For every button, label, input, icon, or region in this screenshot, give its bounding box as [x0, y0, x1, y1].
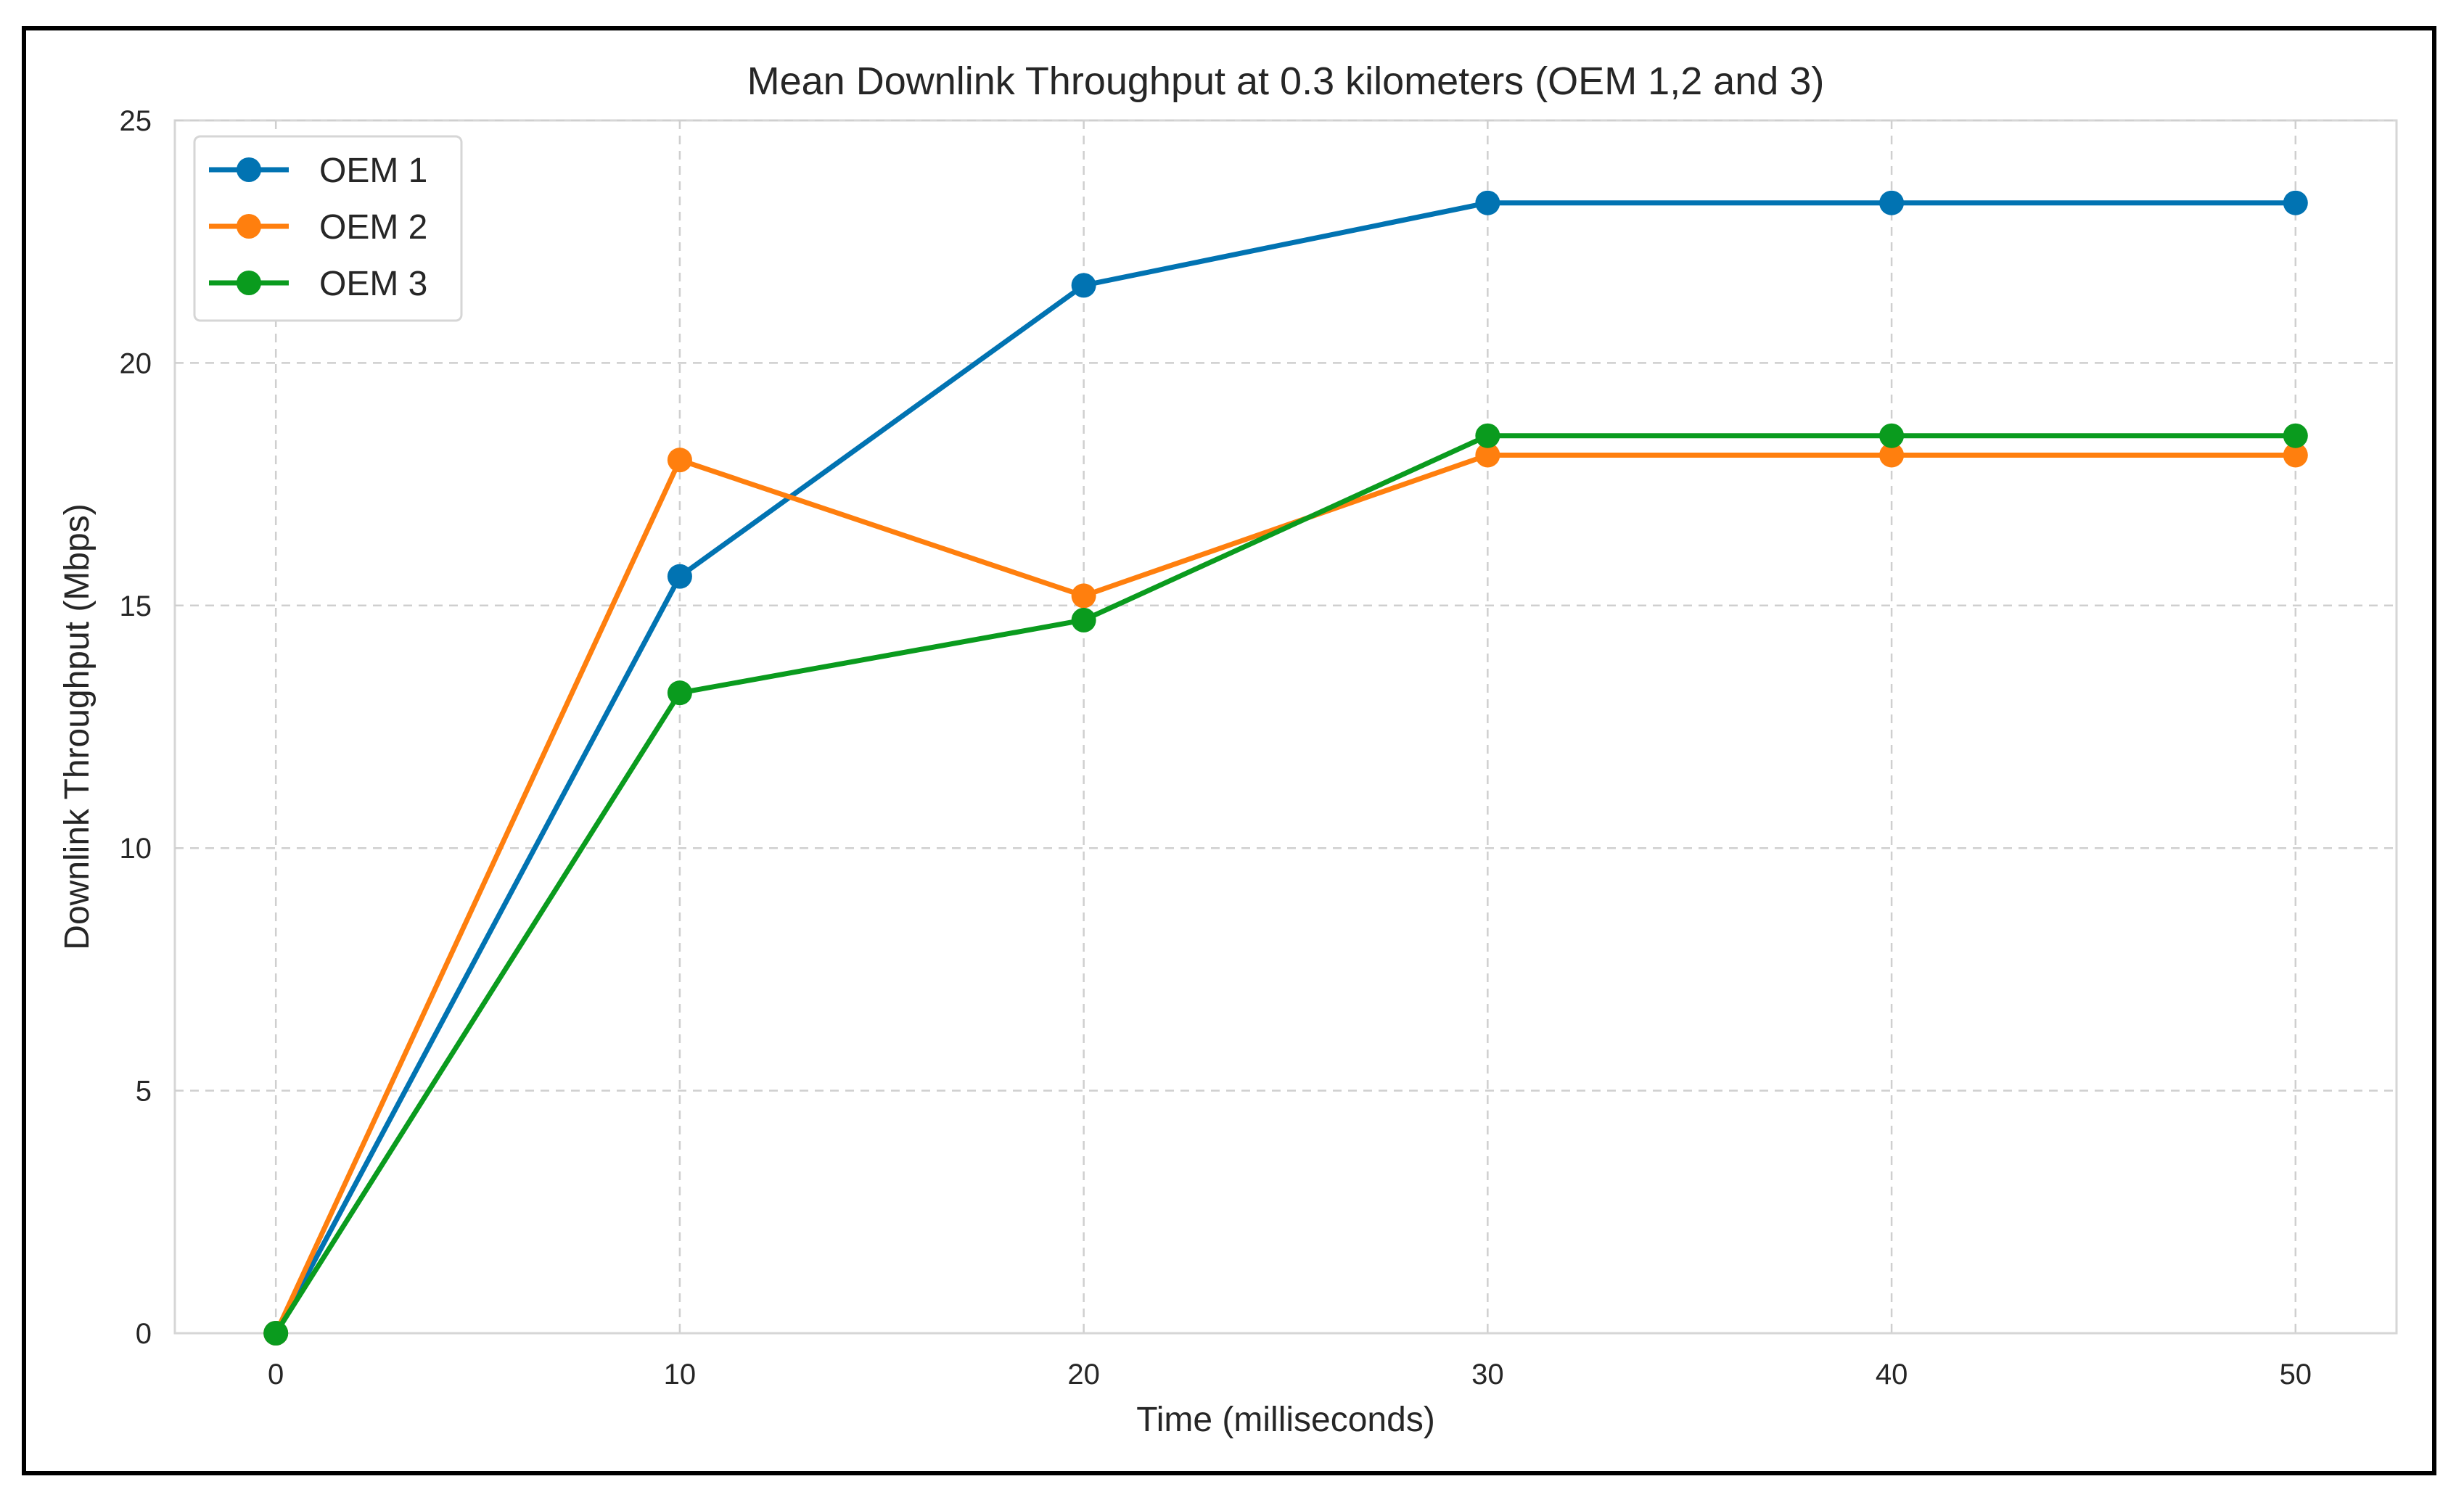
x-tick-label: 0	[268, 1359, 284, 1390]
x-tick-label: 50	[2280, 1359, 2312, 1390]
y-axis-title: Downlink Throughput (Mbps)	[58, 503, 96, 949]
legend-marker	[237, 214, 261, 239]
data-point	[1071, 273, 1096, 298]
data-point	[1475, 190, 1500, 215]
x-tick-label: 40	[1876, 1359, 1908, 1390]
x-axis-title: Time (milliseconds)	[1136, 1401, 1435, 1439]
legend-box	[193, 135, 463, 322]
data-point	[667, 680, 692, 706]
y-tick-label: 10	[120, 833, 152, 865]
tick-labels: 0 10 20 30 40 50 0 5 10 15 20 25	[120, 105, 2312, 1390]
data-point	[2283, 423, 2308, 448]
legend-label: OEM 3	[319, 265, 427, 303]
data-point	[1879, 423, 1905, 448]
data-point	[1879, 442, 1905, 468]
y-tick-label: 25	[120, 105, 152, 137]
data-point	[1475, 442, 1500, 468]
series-lines	[263, 190, 2308, 1346]
data-point	[1071, 583, 1096, 609]
data-point	[263, 1321, 289, 1346]
y-tick-label: 15	[120, 590, 152, 622]
legend: OEM 1 OEM 2 OEM 3	[193, 135, 463, 322]
y-tick-label: 20	[120, 347, 152, 379]
x-tick-label: 30	[1471, 1359, 1504, 1390]
plot-area	[173, 119, 2398, 1335]
grid-lines	[175, 119, 2397, 1333]
data-point	[667, 448, 692, 473]
legend-label: OEM 1	[319, 152, 427, 190]
series-line	[273, 433, 2299, 1336]
chart-title: Mean Downlink Throughput at 0.3 kilomete…	[747, 59, 1825, 103]
data-point	[2283, 442, 2308, 468]
series-line	[273, 200, 2299, 1336]
legend-marker	[237, 271, 261, 295]
y-tick-label: 5	[136, 1076, 152, 1108]
series-oem-3	[263, 423, 2308, 1346]
data-point	[2283, 190, 2308, 215]
data-point	[1879, 190, 1905, 215]
data-point	[667, 564, 692, 589]
data-point	[1071, 607, 1096, 633]
y-tick-label: 0	[136, 1318, 152, 1350]
legend-marker	[237, 157, 261, 182]
x-tick-label: 10	[664, 1359, 697, 1390]
legend-label: OEM 2	[319, 208, 427, 247]
data-point	[1475, 423, 1500, 448]
x-tick-label: 20	[1067, 1359, 1100, 1390]
